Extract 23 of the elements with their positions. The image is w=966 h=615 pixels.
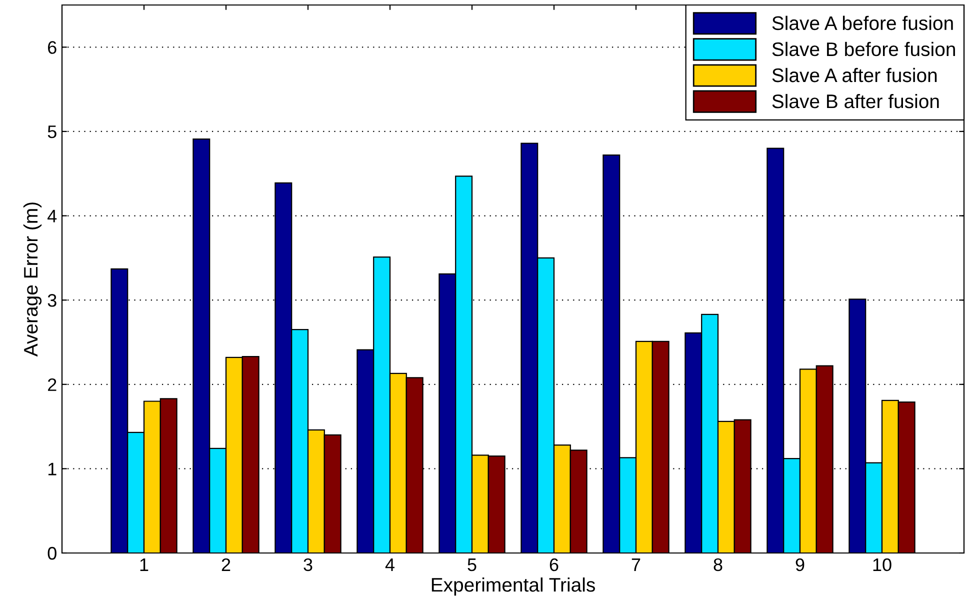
x-tick-label: 7	[632, 558, 640, 571]
legend-label: Slave A before fusion	[772, 16, 953, 30]
x-tick-label: 1	[140, 558, 148, 571]
x-tick-label: 8	[714, 558, 722, 572]
x-axis-title: Experimental Trials	[432, 577, 595, 596]
y-tick-label: 6	[48, 41, 56, 54]
y-tick-label: 1	[48, 462, 56, 476]
x-tick-label: 6	[550, 558, 558, 572]
x-tick-label: 5	[468, 558, 476, 572]
x-tick-label: 9	[796, 558, 804, 572]
legend-label: Slave B after fusion	[772, 94, 939, 108]
y-tick-label: 4	[48, 210, 57, 222]
y-tick-label: 0	[48, 546, 56, 560]
y-tick-label: 5	[48, 126, 56, 138]
legend-label: Slave B before fusion	[772, 42, 955, 56]
x-tick-label: 3	[304, 558, 312, 572]
y-axis-title: Average Error (m)	[23, 202, 42, 357]
x-tick-label: 10	[873, 558, 892, 572]
x-tick-label: 4	[385, 558, 394, 571]
x-tick-label: 2	[222, 558, 230, 571]
legend-label: Slave A after fusion	[772, 68, 937, 82]
y-tick-label: 2	[48, 378, 56, 391]
y-tick-label: 3	[48, 294, 56, 307]
